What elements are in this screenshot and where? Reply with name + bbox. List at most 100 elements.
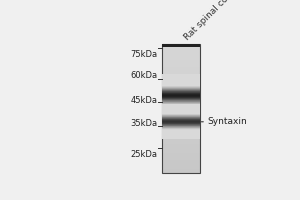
Bar [162,107,200,108]
Bar [162,100,200,101]
Bar [162,77,200,78]
Bar [162,115,200,116]
Bar [162,58,200,60]
Bar [162,86,200,87]
Bar [162,113,200,114]
Bar [162,60,200,61]
Bar [162,144,200,145]
Bar [162,84,200,85]
Bar [162,160,200,162]
Bar [162,146,200,148]
Bar [162,112,200,113]
Bar [162,94,200,95]
Bar [162,101,200,102]
Bar [162,113,200,114]
Bar [162,172,200,173]
Bar [162,109,200,110]
Bar [162,96,200,97]
Bar [162,57,200,58]
Bar [162,97,200,98]
Bar [162,84,200,85]
Bar [162,129,200,131]
Bar [162,109,200,110]
Bar [162,148,200,149]
Text: 60kDa: 60kDa [130,71,157,80]
Bar [162,169,200,171]
Bar [162,87,200,88]
Bar [162,134,200,135]
Bar [162,103,200,104]
Bar [162,100,200,101]
Bar [162,91,200,92]
Bar [162,127,200,128]
Text: 45kDa: 45kDa [130,96,157,105]
Bar [162,99,200,100]
Bar [162,80,200,81]
Bar [162,88,200,89]
Bar [162,65,200,66]
Bar [162,168,200,169]
Bar [162,115,200,116]
Bar [162,87,200,88]
Bar [162,105,200,106]
Bar [162,54,200,56]
Bar [162,56,200,57]
Bar [162,66,200,67]
Bar [162,91,200,92]
Bar [162,84,200,85]
Bar [162,127,200,128]
Bar [162,118,200,119]
Bar [162,80,200,81]
Bar [162,47,200,48]
Bar [162,85,200,86]
Bar [162,108,200,109]
Bar [162,49,200,50]
Bar [162,167,200,168]
Bar [162,82,200,83]
Bar [162,111,200,112]
Bar [162,94,200,95]
Text: 35kDa: 35kDa [130,119,157,128]
Bar [162,110,200,111]
Bar [162,98,200,99]
Bar [162,132,200,133]
Bar [162,113,200,114]
Bar [162,106,200,107]
Bar [162,105,200,106]
Bar [162,110,200,111]
Bar [162,105,200,106]
Bar [162,67,200,69]
Bar [162,119,200,120]
Bar [162,107,200,108]
Bar [162,119,200,120]
Bar [162,79,200,80]
Bar [162,157,200,158]
Bar [162,109,200,110]
Bar [162,88,200,89]
Bar [162,89,200,90]
Bar [162,96,200,97]
Bar [162,126,200,127]
Bar [162,80,200,82]
Bar [162,138,200,139]
Bar [162,112,200,113]
Bar [162,128,200,129]
Bar [162,74,200,75]
Bar [162,98,200,99]
Bar [162,162,200,163]
Bar [162,61,200,62]
Bar [162,121,200,122]
Bar [162,94,200,96]
Bar [162,69,200,70]
Bar [162,93,200,94]
Bar [162,95,200,96]
Bar [162,111,200,112]
Bar [162,129,200,130]
Bar [162,48,200,49]
Bar [162,123,200,124]
Bar [162,103,200,104]
Bar [162,142,200,144]
Bar [162,128,200,129]
Bar [162,104,200,105]
Bar [162,104,200,105]
